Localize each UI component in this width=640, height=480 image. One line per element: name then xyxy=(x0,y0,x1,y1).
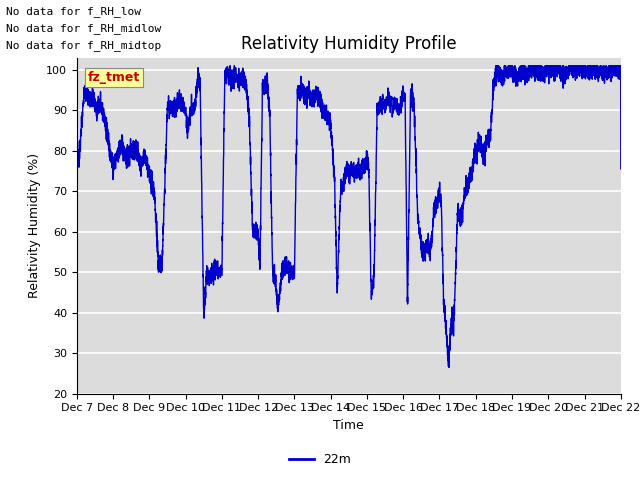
Text: fz_tmet: fz_tmet xyxy=(88,71,140,84)
Text: No data for f_RH_midtop: No data for f_RH_midtop xyxy=(6,40,162,51)
Text: No data for f_RH_midlow: No data for f_RH_midlow xyxy=(6,23,162,34)
X-axis label: Time: Time xyxy=(333,419,364,432)
Text: No data for f_RH_low: No data for f_RH_low xyxy=(6,6,141,17)
Y-axis label: Relativity Humidity (%): Relativity Humidity (%) xyxy=(28,153,40,298)
Legend: 22m: 22m xyxy=(284,448,356,471)
Title: Relativity Humidity Profile: Relativity Humidity Profile xyxy=(241,35,456,53)
